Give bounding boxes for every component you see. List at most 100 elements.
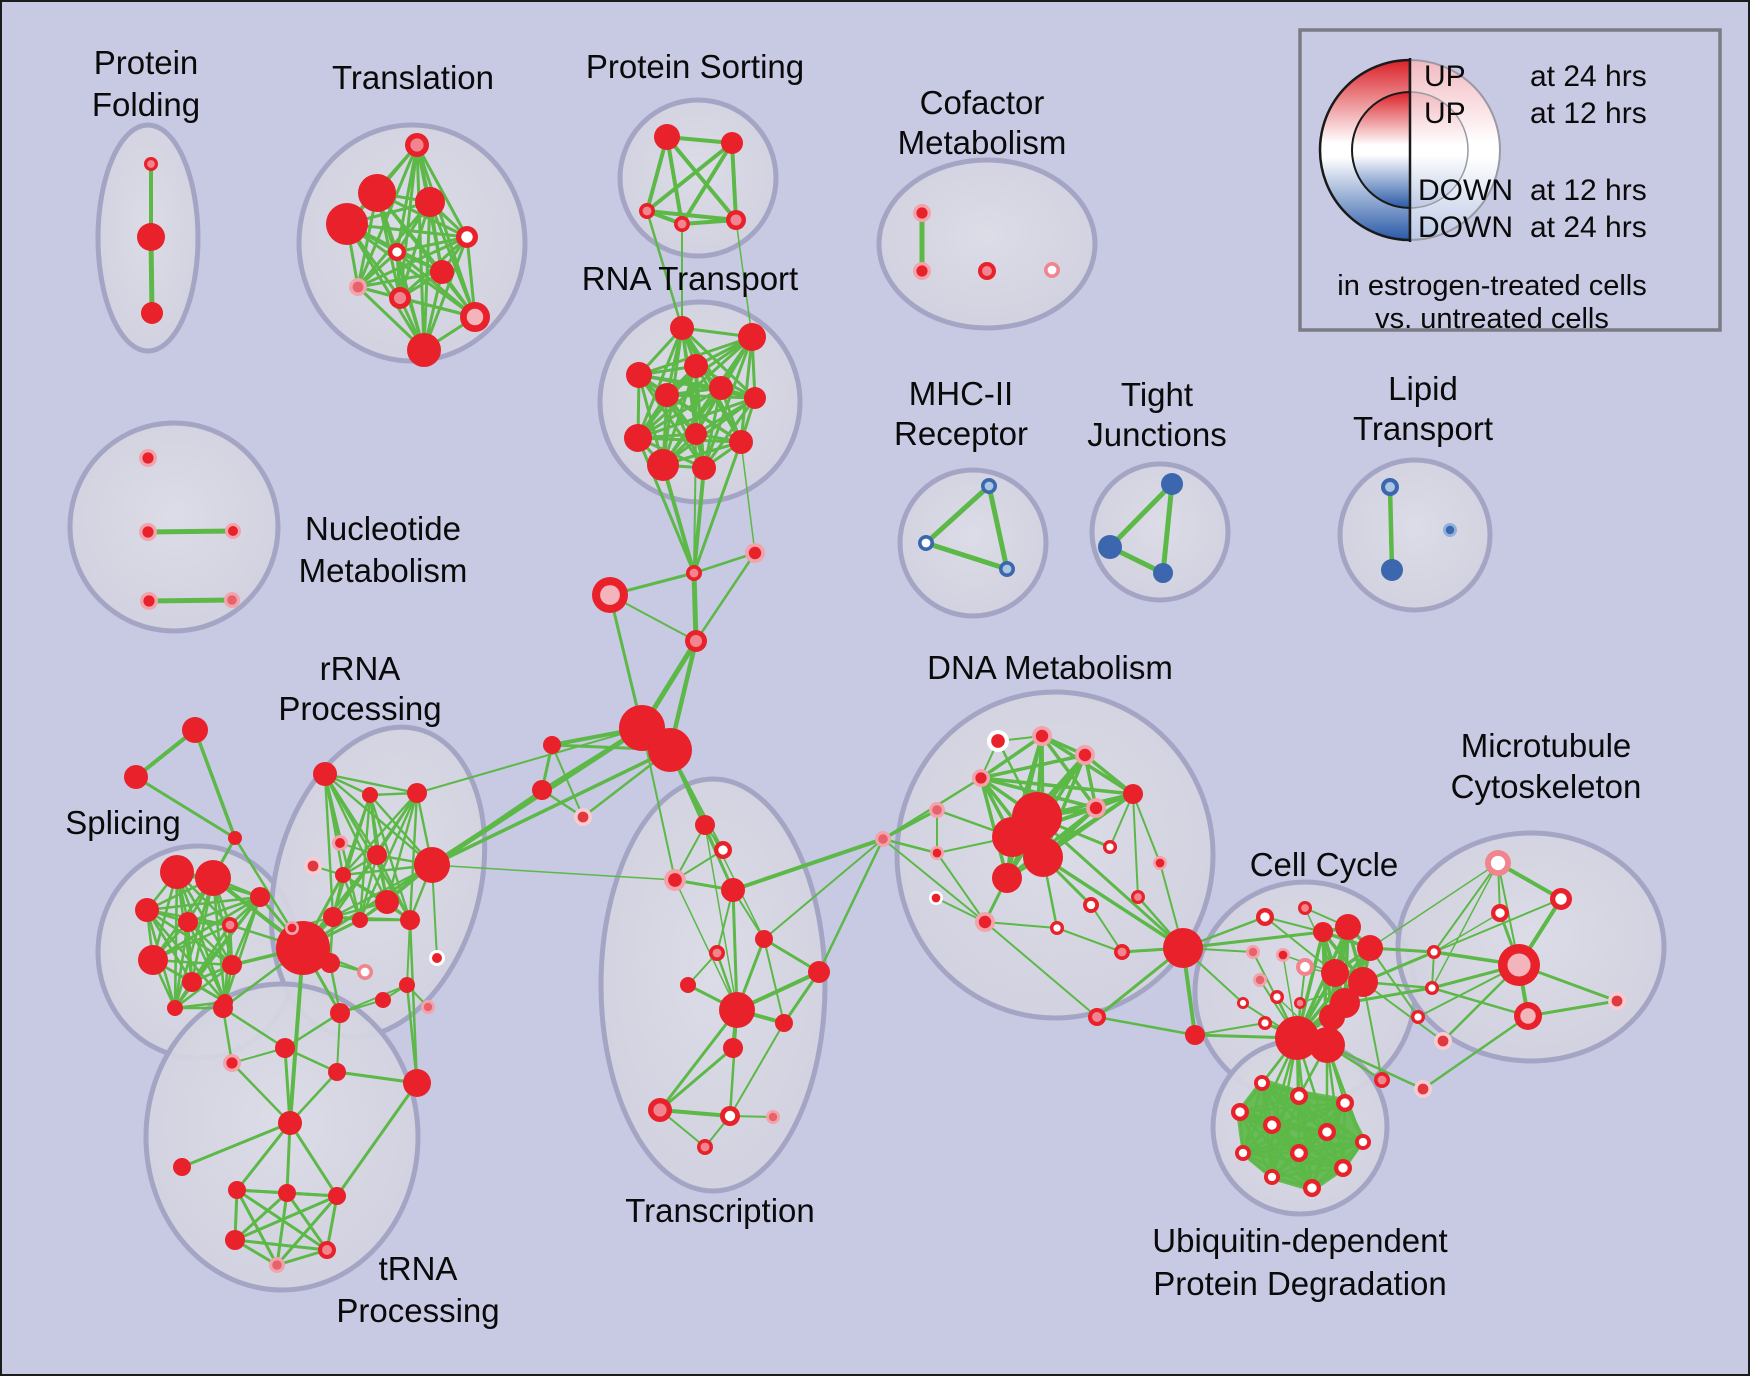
cluster-microtubule-cytoskeleton-label: Cytoskeleton (1451, 768, 1642, 805)
node-mh1 (981, 478, 997, 494)
node-tc14 (766, 1110, 780, 1124)
network-edge (405, 983, 419, 1085)
node-rr9 (352, 912, 368, 928)
legend-gradient-circle (1351, 90, 1411, 210)
network-edge (1369, 947, 1419, 1018)
node-mt4 (1498, 944, 1540, 986)
node-ch2 (685, 630, 707, 652)
node-dm13 (1103, 840, 1117, 854)
network-edge (680, 326, 757, 400)
network-edge (658, 1046, 735, 1112)
node-rr5 (304, 857, 322, 875)
node-dmc (875, 831, 891, 847)
network-edge (285, 1191, 329, 1252)
node-dm8 (930, 846, 944, 860)
network-edge (356, 235, 469, 289)
node-t10 (460, 302, 490, 332)
network-edge (923, 483, 992, 546)
network-edge (923, 540, 1010, 572)
network-edge (680, 141, 734, 226)
node-sp10 (138, 945, 168, 975)
network-edge (356, 270, 444, 289)
node-ub4 (1231, 1103, 1249, 1121)
node-tc8 (808, 961, 830, 983)
cluster-lipid-transport-label: Transport (1353, 410, 1493, 447)
node-dm15 (929, 891, 943, 905)
network-edge (145, 908, 194, 984)
cluster-protein-sorting-label: Protein Sorting (586, 48, 804, 85)
network-edge (817, 837, 885, 974)
node-rt8 (624, 424, 652, 452)
cluster-cofactor-metabolism-label: Metabolism (898, 124, 1067, 161)
cluster-microtubule-cytoskeleton-label: Microtubule (1461, 727, 1632, 764)
node-rrh (414, 847, 450, 883)
network-edge (1181, 930, 1325, 950)
cluster-dna-metabolism-label: DNA Metabolism (927, 649, 1173, 686)
network-edge (1194, 1022, 1266, 1036)
cluster-splicing-label: Splicing (65, 804, 181, 841)
node-dm4 (972, 769, 990, 787)
node-pf3 (141, 302, 163, 324)
node-cc7 (1276, 948, 1290, 962)
node-tn4 (328, 1063, 346, 1081)
node-cc13 (1237, 997, 1249, 1009)
cluster-mhc-ii-receptor-ellipse (897, 467, 1049, 619)
network-edge (145, 528, 236, 535)
network-edge (551, 744, 584, 818)
network-edge (763, 938, 785, 1024)
network-edge (1369, 862, 1499, 949)
network-edge (395, 235, 469, 254)
node-tn2 (223, 1054, 241, 1072)
network-edge (739, 335, 754, 444)
node-dm7 (1086, 798, 1106, 818)
cluster-translation-label: Translation (332, 59, 494, 96)
node-ub12 (1303, 1179, 1321, 1197)
node-ps3 (639, 203, 655, 219)
network-edge (233, 1191, 289, 1242)
node-tn13 (403, 1069, 431, 1097)
network-edge (408, 918, 419, 1085)
node-rr6 (367, 845, 387, 865)
cluster-lipid-transport-ellipse (1337, 457, 1493, 613)
network-edge (658, 1008, 739, 1112)
network-edge (1083, 753, 1135, 796)
legend-gradient-circle (1409, 91, 1469, 209)
node-cc9 (1321, 959, 1349, 987)
network-edge (979, 776, 1009, 880)
network-edge (1433, 912, 1501, 953)
network-edge (979, 734, 1044, 780)
network-edge (692, 551, 757, 575)
node-t9 (389, 287, 411, 309)
node-cc21 (1374, 1072, 1390, 1088)
network-edge (694, 551, 757, 643)
node-rt7 (744, 387, 766, 409)
network-edge (146, 597, 235, 604)
network-edge (984, 921, 1058, 929)
network-edge (283, 1011, 342, 1050)
cluster-nucleotide-metabolism-label: Nucleotide (305, 510, 461, 547)
network-edge (1241, 1151, 1345, 1170)
cluster-ubiquitin-degradation-label: Protein Degradation (1153, 1265, 1447, 1302)
node-ub1 (1254, 1075, 1270, 1091)
network-edge (1241, 1130, 1329, 1155)
node-sp4 (160, 855, 194, 889)
node-tn5 (278, 1111, 302, 1135)
node-cm2 (913, 262, 931, 280)
network-edge (730, 141, 738, 222)
node-mtw1 (1427, 945, 1441, 959)
network-edge (702, 396, 757, 470)
node-sp8 (178, 912, 198, 932)
node-dm12 (992, 863, 1022, 893)
node-lt2 (1443, 523, 1457, 537)
node-tj3 (1153, 563, 1173, 583)
node-cc18 (1275, 1016, 1319, 1060)
network-edge (1090, 904, 1123, 953)
cluster-cofactor-metabolism-label: Cofactor (920, 84, 1045, 121)
node-cc16 (1319, 1004, 1345, 1030)
network-edge (979, 753, 1087, 780)
node-sp5 (195, 860, 231, 896)
cluster-protein-folding-label: Folding (92, 86, 200, 123)
network-edge (331, 793, 372, 919)
node-tc13 (720, 1106, 740, 1126)
node-rr2 (362, 787, 378, 803)
